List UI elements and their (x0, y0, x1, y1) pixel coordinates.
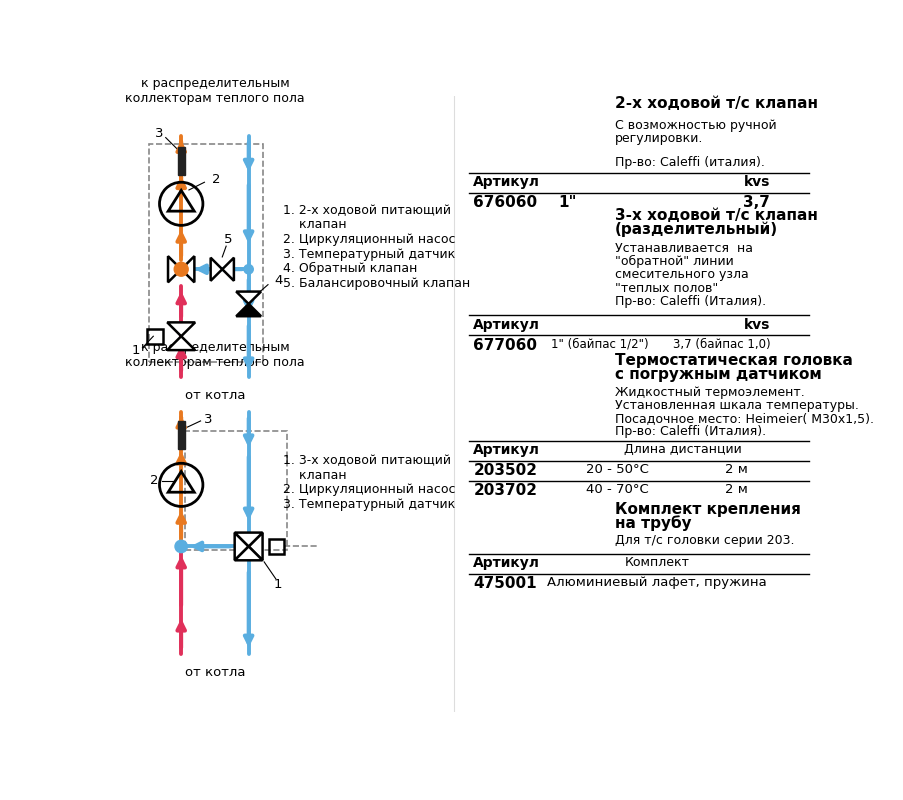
Polygon shape (235, 546, 262, 560)
Text: Для т/с головки серии 203.: Для т/с головки серии 203. (615, 534, 794, 547)
Text: 3: 3 (204, 413, 212, 426)
Text: к распределительным
коллекторам теплого пола: к распределительным коллекторам теплого … (125, 342, 304, 370)
Bar (178, 421, 184, 449)
Text: Артикул: Артикул (473, 557, 540, 570)
Bar (185, 431, 287, 550)
Polygon shape (222, 258, 234, 281)
Text: 1: 1 (274, 578, 282, 591)
Text: на трубу: на трубу (615, 516, 691, 531)
Circle shape (174, 262, 188, 276)
Text: 40 - 70°C: 40 - 70°C (585, 483, 647, 496)
Text: 2 м: 2 м (724, 463, 748, 476)
Polygon shape (235, 533, 262, 546)
Polygon shape (167, 336, 195, 350)
Circle shape (244, 265, 253, 274)
Text: 3,7 (байпас 1,0): 3,7 (байпас 1,0) (672, 338, 769, 350)
Polygon shape (181, 256, 194, 282)
Text: Артикул: Артикул (473, 443, 540, 458)
Text: 2-х ходовой т/с клапан: 2-х ходовой т/с клапан (615, 96, 817, 111)
Text: 3. Температурный датчик: 3. Температурный датчик (284, 498, 455, 511)
Polygon shape (236, 291, 261, 304)
Text: 4. Обратный клапан: 4. Обратный клапан (284, 262, 417, 275)
Text: kvs: kvs (743, 318, 769, 332)
Bar (268, 538, 284, 554)
Bar (148, 144, 262, 362)
Polygon shape (235, 533, 248, 560)
Text: 2 м: 2 м (724, 483, 748, 496)
Text: 203702: 203702 (473, 483, 536, 498)
Text: 203502: 203502 (473, 463, 536, 478)
Text: Комплект крепления: Комплект крепления (615, 502, 800, 517)
Polygon shape (168, 256, 181, 282)
Text: Алюминиевый лафет, пружина: Алюминиевый лафет, пружина (546, 577, 766, 590)
Text: Устанавливается  на: Устанавливается на (615, 242, 752, 255)
Text: 1": 1" (558, 195, 576, 210)
Text: Пр-во: Caleffi (Италия).: Пр-во: Caleffi (Италия). (615, 294, 766, 308)
Text: 1. 3-х ходовой питающий: 1. 3-х ходовой питающий (284, 454, 451, 467)
Polygon shape (210, 258, 222, 281)
Polygon shape (248, 533, 262, 560)
Text: регулировки.: регулировки. (615, 132, 703, 145)
Text: смесительного узла: смесительного узла (615, 269, 748, 282)
Text: 1. 2-х ходовой питающий: 1. 2-х ходовой питающий (284, 204, 451, 217)
Text: 676060: 676060 (473, 195, 537, 210)
Polygon shape (167, 322, 195, 336)
Text: Артикул: Артикул (473, 318, 540, 332)
Text: Комплект: Комплект (624, 557, 689, 570)
Text: С возможностью ручной: С возможностью ручной (615, 119, 776, 132)
Bar (178, 147, 184, 174)
Text: 3. Температурный датчик: 3. Температурный датчик (284, 248, 455, 261)
Text: 3-х ходовой т/с клапан: 3-х ходовой т/с клапан (615, 208, 817, 222)
Text: "теплых полов": "теплых полов" (615, 282, 718, 294)
Text: (разделительный): (разделительный) (615, 222, 777, 237)
Text: 4: 4 (274, 274, 282, 287)
Text: 5. Балансировочный клапан: 5. Балансировочный клапан (284, 277, 470, 290)
Text: клапан: клапан (284, 218, 347, 231)
Text: к распределительным
коллекторам теплого пола: к распределительным коллекторам теплого … (125, 78, 304, 106)
Text: 475001: 475001 (473, 577, 536, 591)
Text: "обратной" линии: "обратной" линии (615, 255, 733, 269)
Text: Пр-во: Caleffi (Италия).: Пр-во: Caleffi (Италия). (615, 425, 766, 438)
Text: 677060: 677060 (473, 338, 536, 353)
Text: клапан: клапан (284, 469, 347, 482)
Text: 3: 3 (155, 127, 163, 140)
Text: Установленная шкала температуры.: Установленная шкала температуры. (615, 398, 858, 412)
Text: с погружным датчиком: с погружным датчиком (615, 367, 821, 382)
Text: Жидкостный термоэлемент.: Жидкостный термоэлемент. (615, 386, 804, 398)
Text: 2. Циркуляционный насос: 2. Циркуляционный насос (284, 483, 455, 496)
Text: Термостатическая головка: Термостатическая головка (615, 353, 852, 368)
Circle shape (175, 540, 187, 553)
Text: Длина дистанции: Длина дистанции (624, 443, 741, 456)
Text: 2: 2 (211, 173, 220, 186)
Text: от котла: от котла (184, 666, 245, 678)
Text: kvs: kvs (743, 175, 769, 190)
Text: Артикул: Артикул (473, 175, 540, 190)
Text: 3,7: 3,7 (742, 195, 769, 210)
Text: 1: 1 (132, 344, 140, 357)
Text: 5: 5 (224, 234, 232, 246)
Bar (147, 329, 163, 344)
Text: 2. Циркуляционный насос: 2. Циркуляционный насос (284, 233, 455, 246)
Text: 2: 2 (150, 474, 158, 487)
Text: 20 - 50°C: 20 - 50°C (585, 463, 648, 476)
Text: Пр-во: Caleffi (италия).: Пр-во: Caleffi (италия). (615, 156, 764, 169)
Text: от котла: от котла (184, 389, 245, 402)
Text: Посадочное место: Heimeier( М30х1,5).: Посадочное место: Heimeier( М30х1,5). (615, 412, 873, 425)
Polygon shape (236, 304, 261, 316)
Text: 1" (байпас 1/2"): 1" (байпас 1/2") (550, 338, 647, 350)
